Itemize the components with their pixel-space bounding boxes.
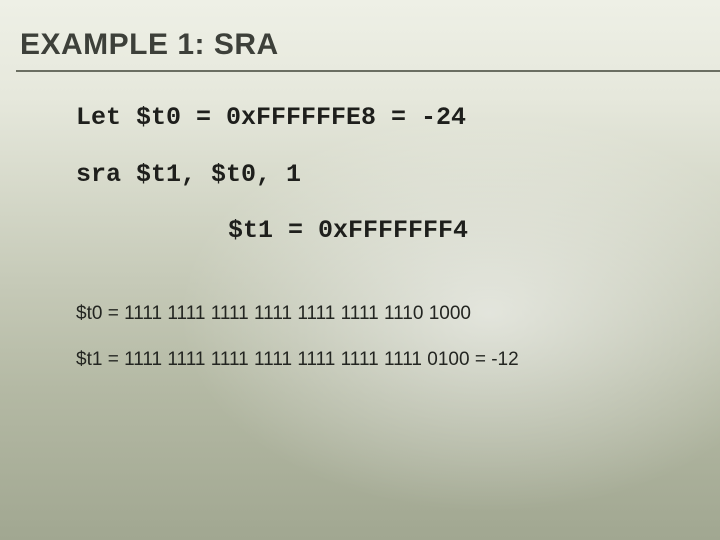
binary-line-t0: $t0 = 1111 1111 1111 1111 1111 1111 1110…	[76, 302, 680, 326]
code-line-let: Let $t0 = 0xFFFFFFE8 = -24	[76, 102, 680, 133]
code-line-result: $t1 = 0xFFFFFFF4	[76, 215, 680, 246]
binary-line-t1: $t1 = 1111 1111 1111 1111 1111 1111 1111…	[76, 348, 680, 372]
slide-content: Let $t0 = 0xFFFFFFE8 = -24 sra $t1, $t0,…	[76, 96, 680, 371]
title-underline	[16, 70, 720, 72]
binary-block: $t0 = 1111 1111 1111 1111 1111 1111 1110…	[76, 302, 680, 372]
code-line-instruction: sra $t1, $t0, 1	[76, 159, 680, 190]
slide: EXAMPLE 1: SRA Let $t0 = 0xFFFFFFE8 = -2…	[0, 0, 720, 540]
slide-title: EXAMPLE 1: SRA	[20, 28, 720, 68]
